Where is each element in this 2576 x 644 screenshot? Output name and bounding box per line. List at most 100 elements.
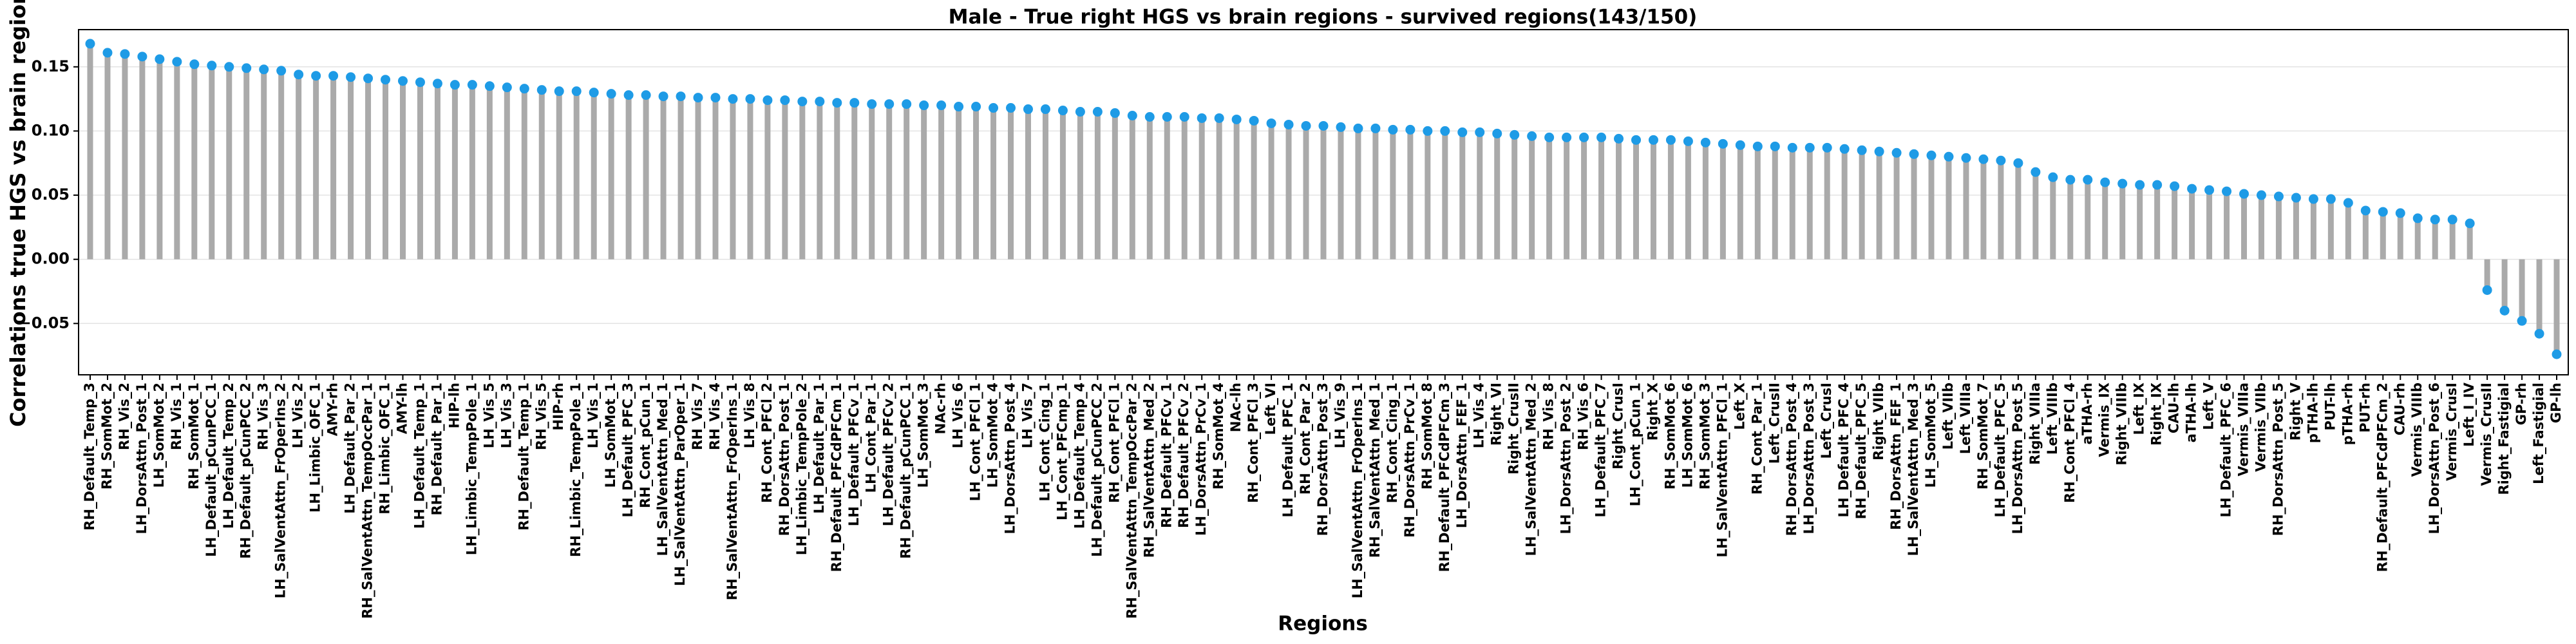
marker: [832, 98, 842, 108]
marker: [2291, 193, 2301, 203]
marker: [710, 93, 721, 103]
x-tick-label: RH_Cont_Par_1: [1749, 383, 1765, 495]
x-tick-label: GP-lh: [2548, 383, 2564, 423]
x-tick-label: pTHA-lh: [2305, 383, 2320, 443]
marker: [1665, 135, 1676, 145]
x-tick-label: RH_DorsAttn_Post_5: [2270, 383, 2286, 536]
x-tick-label: Right_CrusII: [1506, 383, 1522, 475]
marker: [2117, 178, 2128, 189]
x-tick-label: LH_Default_pCunPCC_1: [204, 383, 219, 557]
x-tick-label: HIP-lh: [446, 383, 462, 428]
marker: [1457, 127, 1468, 137]
marker: [1266, 118, 1276, 128]
marker: [2031, 167, 2041, 177]
marker: [2343, 198, 2353, 208]
marker: [1040, 104, 1050, 115]
marker: [1057, 106, 1068, 116]
x-tick-label: RH_Vis_6: [1576, 383, 1591, 450]
marker: [919, 100, 929, 111]
x-tick-label: Right_VIIb: [1871, 383, 1886, 460]
marker: [728, 94, 738, 104]
x-tick-label: LH_Default_Temp_1: [412, 383, 427, 529]
x-tick-label: LH_DorsAttn_Post_2: [1558, 383, 1574, 534]
x-tick-label: Vermis_VIIIa: [2236, 383, 2251, 477]
x-tick-label: LH_SomMot_3: [916, 383, 931, 488]
x-tick-label: LH_Default_PFC_5: [1993, 383, 2008, 517]
x-tick-label: RH_Cont_Cing_1: [1385, 383, 1400, 503]
x-tick-label: Vermis_CrusII: [2479, 383, 2494, 486]
x-tick-label: LH_Vis_8: [742, 383, 757, 448]
marker: [2048, 172, 2058, 182]
x-tick-label: RH_Default_pCunPCC_2: [238, 383, 254, 559]
x-tick-label: RH_Cont_PFCl_4: [2062, 383, 2078, 503]
x-tick-label: GP-rh: [2514, 383, 2529, 425]
marker: [1944, 151, 1954, 162]
marker: [1752, 141, 1763, 151]
marker: [606, 89, 616, 99]
x-tick-label: RH_SalVentAttn_TempOccPar_2: [1124, 383, 1139, 619]
marker: [780, 95, 790, 106]
marker: [2378, 207, 2388, 217]
marker: [2135, 180, 2145, 190]
x-tick-label: LH_Vis_2: [290, 383, 306, 448]
marker: [1718, 138, 1728, 149]
x-tick-label: Left_VI: [1263, 383, 1278, 435]
x-tick-label: RH_DorsAttn_Post_1: [777, 383, 792, 536]
y-axis-label: Correlations true HGS vs brain regions: [6, 0, 30, 427]
marker: [1492, 128, 1502, 138]
x-tick-label: RH_Default_PFCdPFCm_2: [2374, 383, 2390, 572]
x-tick-label: LH_Vis_9: [1332, 383, 1348, 448]
marker: [1440, 126, 1450, 136]
marker: [1579, 132, 1589, 142]
marker: [902, 99, 912, 109]
x-tick-label: LH_Cont_PFCl_1: [968, 383, 983, 501]
x-tick-label: RH_Limbic_TempPole_1: [568, 383, 583, 557]
x-tick-label: Left_I_IV: [2461, 382, 2477, 446]
marker: [1700, 137, 1710, 147]
x-tick-label: RH_Default_Temp_1: [516, 383, 531, 531]
marker: [502, 82, 512, 93]
marker: [554, 86, 564, 97]
marker: [1075, 107, 1085, 117]
x-tick-label: LH_SalVentAttn_ParOper_1: [672, 383, 688, 586]
marker: [2204, 185, 2215, 195]
x-tick-label: RH_SalVentAttn_FrOperIns_1: [724, 383, 740, 600]
chart-title: Male - True right HGS vs brain regions -…: [949, 6, 1698, 29]
x-tick-label: Right_VI: [1489, 383, 1504, 446]
x-tick-label: RH_SomMot_8: [1419, 383, 1435, 489]
marker: [259, 64, 269, 75]
x-tick-label: LH_SalVentAttn_FrOperIns_2: [273, 383, 289, 598]
x-tick-label: RH_SomMot_1: [186, 383, 202, 489]
marker: [1596, 132, 1607, 142]
marker: [2395, 208, 2405, 218]
marker: [1857, 145, 1867, 155]
marker: [762, 95, 773, 106]
marker: [1787, 142, 1797, 153]
x-tick-label: RH_Vis_4: [707, 383, 723, 450]
marker: [2482, 285, 2492, 295]
marker: [658, 91, 668, 102]
marker: [1562, 132, 1572, 142]
marker: [363, 73, 374, 84]
x-tick-label: LH_Vis_7: [1019, 383, 1035, 448]
x-tick-label: RH_SomMot_2: [99, 383, 115, 489]
marker: [2465, 218, 2475, 229]
x-tick-label: CAU-lh: [2166, 383, 2182, 433]
x-tick-label: LH_Default_pCunPCC_2: [1089, 383, 1104, 557]
marker: [2170, 181, 2180, 191]
marker: [484, 81, 495, 91]
x-tick-label: LH_DorsAttn_Post_6: [2427, 383, 2442, 534]
marker: [2447, 214, 2458, 225]
x-tick-label: RH_SalVentAttn_Med_2: [1141, 383, 1157, 558]
x-tick-label: LH_SomMot_4: [985, 383, 1001, 488]
marker: [884, 99, 895, 109]
x-tick-label: Right_CrusI: [1611, 383, 1626, 469]
marker: [589, 88, 599, 98]
marker: [849, 98, 860, 108]
marker: [2534, 328, 2544, 339]
marker: [1092, 107, 1103, 117]
x-tick-label: RH_DorsAttn_Post_3: [1315, 383, 1331, 536]
marker: [1839, 144, 1850, 154]
marker: [2308, 194, 2318, 204]
x-tick-label: Left_Fastigial: [2531, 383, 2546, 484]
